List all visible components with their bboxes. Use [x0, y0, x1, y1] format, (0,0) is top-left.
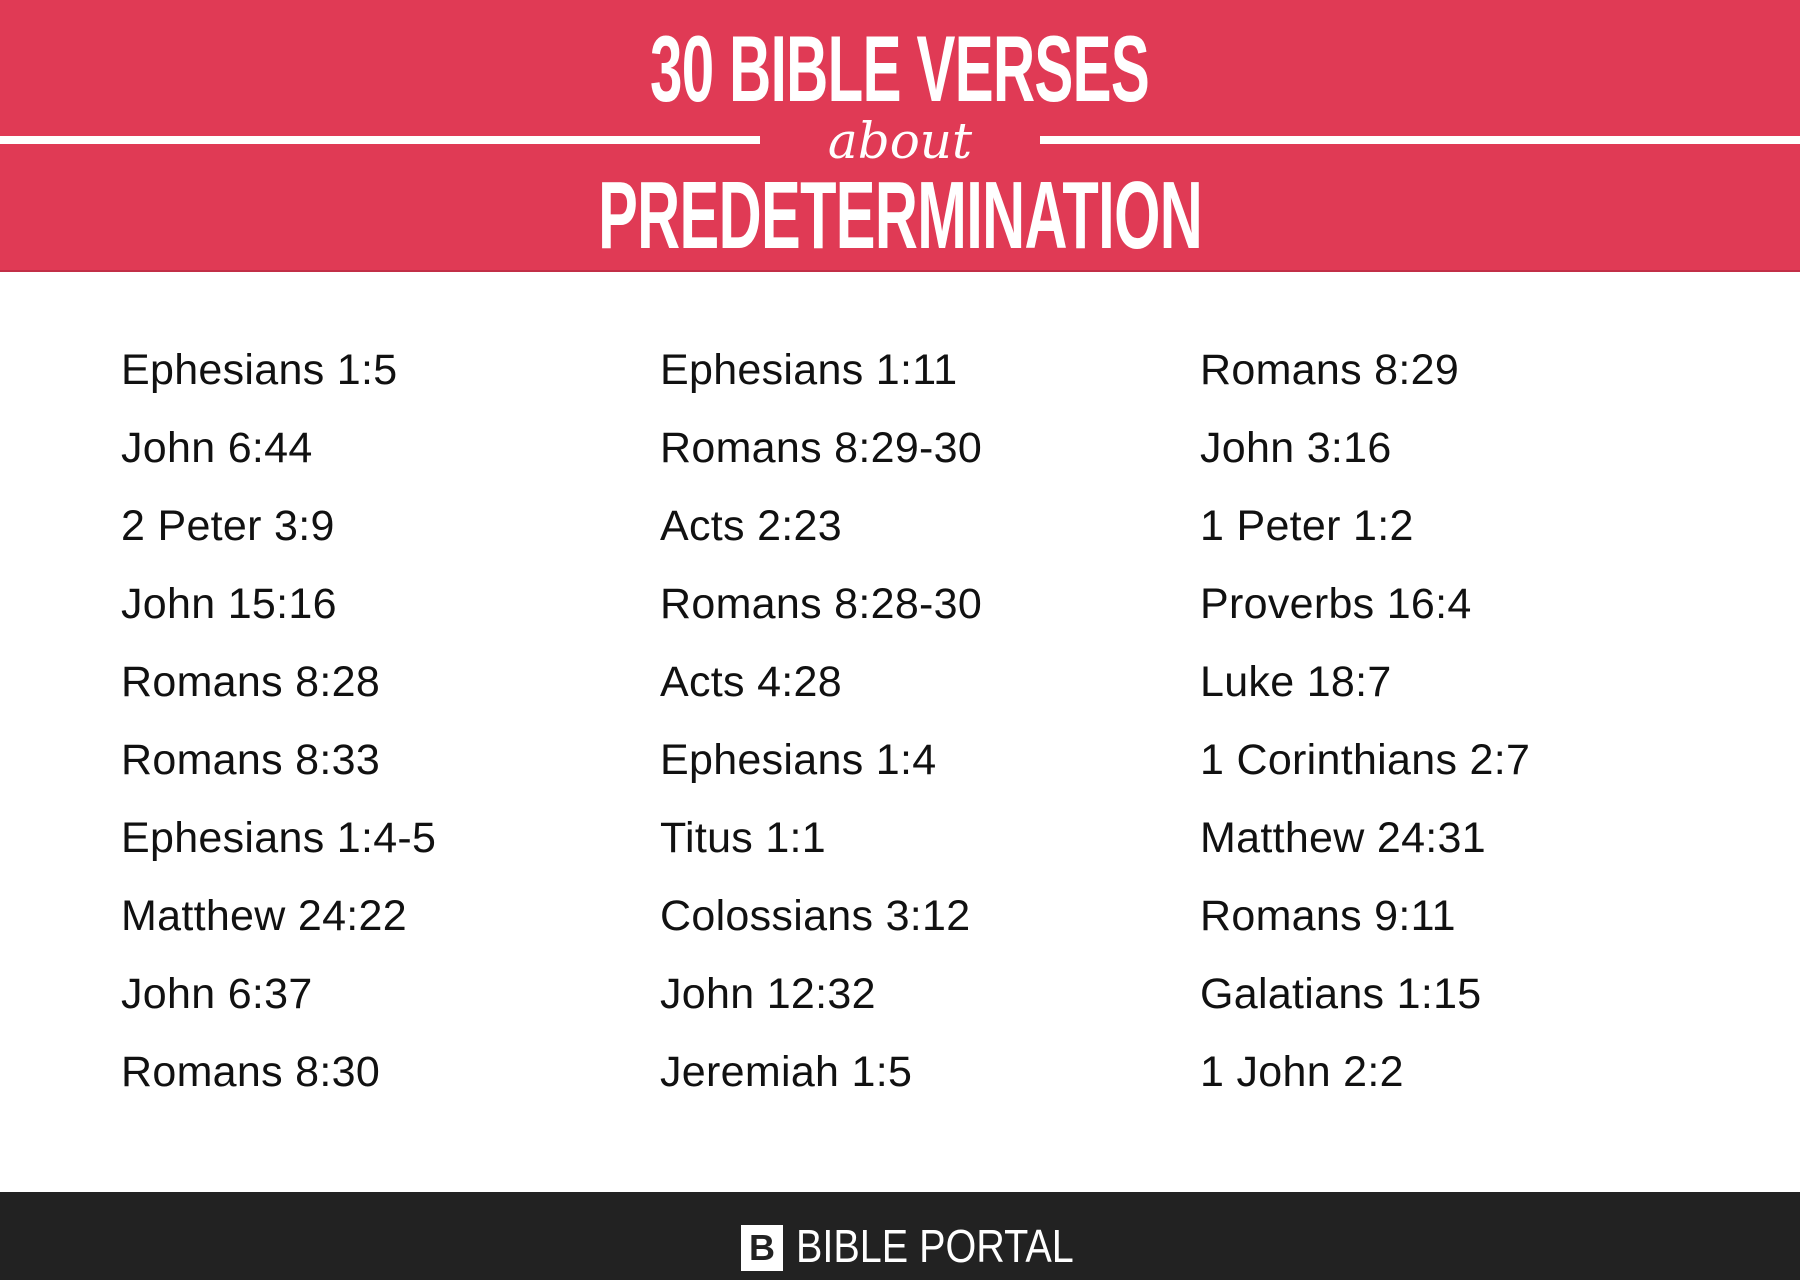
title-line-2-wrap: about — [0, 112, 1800, 170]
title-line-1: 30 BIBLE VERSES — [650, 16, 1150, 121]
title-line-2: about — [827, 112, 973, 170]
verse-reference: Luke 18:7 — [1200, 658, 1392, 706]
verse-reference: Romans 8:28-30 — [660, 580, 983, 628]
verse-reference: Colossians 3:12 — [660, 892, 971, 940]
verse-reference: Jeremiah 1:5 — [660, 1048, 913, 1096]
title-line-3: PREDETERMINATION — [597, 162, 1203, 269]
divider-right — [1040, 136, 1800, 144]
verse-reference: Ephesians 1:4-5 — [121, 814, 437, 862]
verse-column-2: Ephesians 1:11 Romans 8:29-30 Acts 2:23 Rom… — [660, 340, 982, 1120]
verse-reference: John 6:37 — [121, 970, 313, 1018]
verse-reference: Proverbs 16:4 — [1200, 580, 1472, 628]
verse-reference: Acts 2:23 — [660, 502, 842, 550]
verse-reference: Ephesians 1:4 — [660, 736, 937, 784]
verse-reference: 1 Corinthians 2:7 — [1200, 736, 1531, 784]
title-banner: 30 BIBLE VERSES about PREDETERMINATION — [0, 0, 1800, 272]
verse-reference: Titus 1:1 — [660, 814, 827, 862]
verse-reference: Matthew 24:31 — [1200, 814, 1486, 862]
verse-reference: Matthew 24:22 — [121, 892, 407, 940]
verse-reference: 1 Peter 1:2 — [1200, 502, 1414, 550]
verse-reference: 1 John 2:2 — [1200, 1048, 1404, 1096]
verse-reference: John 3:16 — [1200, 424, 1392, 472]
verse-reference: Romans 8:29-30 — [660, 424, 983, 472]
verse-reference: Romans 8:33 — [121, 736, 381, 784]
verse-reference: Ephesians 1:5 — [121, 346, 398, 394]
verse-reference: Galatians 1:15 — [1200, 970, 1482, 1018]
verse-reference: John 12:32 — [660, 970, 876, 1018]
verse-reference: Romans 8:28 — [121, 658, 381, 706]
title-line-3-wrap: PREDETERMINATION — [0, 168, 1800, 264]
divider-left — [0, 136, 760, 144]
verse-reference: Romans 8:30 — [121, 1048, 381, 1096]
verse-reference: Romans 9:11 — [1200, 892, 1456, 940]
brand-name: BIBLE PORTAL — [796, 1220, 1074, 1272]
verse-reference: Acts 4:28 — [660, 658, 842, 706]
verse-reference: 2 Peter 3:9 — [121, 502, 335, 550]
verse-reference: Ephesians 1:11 — [660, 346, 958, 394]
verse-column-1: Ephesians 1:5 John 6:44 2 Peter 3:9 John 15… — [121, 340, 436, 1120]
verse-reference: Romans 8:29 — [1200, 346, 1460, 394]
verse-reference: John 6:44 — [121, 424, 313, 472]
footer: B BIBLE PORTAL — [0, 1192, 1800, 1280]
verse-column-3: Romans 8:29 John 3:16 1 Peter 1:2 Proverbs … — [1200, 340, 1530, 1120]
bible-portal-logo-icon: B — [741, 1225, 783, 1271]
verse-reference: John 15:16 — [121, 580, 337, 628]
title-line-1-wrap: 30 BIBLE VERSES — [0, 22, 1800, 116]
